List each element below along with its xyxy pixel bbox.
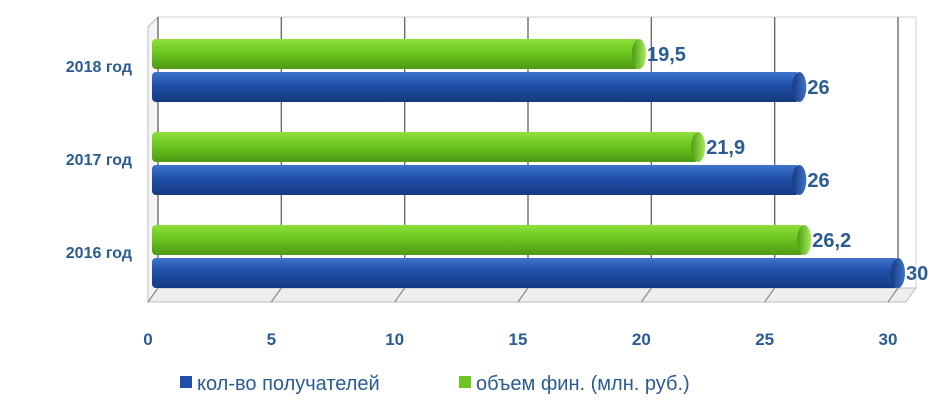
bar-recipients <box>152 258 898 288</box>
x-tick-label: 0 <box>143 330 152 349</box>
floor-gridline <box>394 287 406 303</box>
bar-recipients-cap <box>891 258 905 288</box>
bar-recipients <box>152 72 800 102</box>
category-label: 2018 год <box>66 59 132 76</box>
floor-gridline <box>270 287 282 303</box>
x-tick-label: 30 <box>879 330 898 349</box>
legend-swatch-recipients <box>180 376 192 388</box>
legend-label-recipients: кол-во получателей <box>197 373 380 395</box>
x-tick-label: 20 <box>632 330 651 349</box>
bar-funding <box>152 225 805 255</box>
bar-funding-cap <box>691 132 706 162</box>
floor-gridline <box>887 287 899 303</box>
x-tick-label: 25 <box>755 330 774 349</box>
bars <box>152 39 905 288</box>
bar-recipients-cap <box>792 72 807 102</box>
floor <box>147 287 917 303</box>
floor-gridline <box>517 287 529 303</box>
data-labels: 19,5 26 21,9 26 26,2 30 <box>647 44 928 285</box>
bar-funding-cap <box>797 225 812 255</box>
x-tick-label: 10 <box>385 330 404 349</box>
bar-funding <box>152 39 639 69</box>
legend-label-funding: объем фин. (млн. руб.) <box>476 373 690 395</box>
data-label: 26 <box>807 77 829 99</box>
floor-gridline <box>640 287 652 303</box>
x-tick-label: 5 <box>267 330 276 349</box>
data-label: 26,2 <box>812 230 851 252</box>
data-label: 26 <box>807 170 829 192</box>
data-label: 21,9 <box>706 137 745 159</box>
bar-funding <box>152 132 699 162</box>
x-axis-ticks: 0 5 10 15 20 25 30 <box>143 330 897 349</box>
x-tick-label: 15 <box>509 330 528 349</box>
floor-gridline <box>147 287 159 303</box>
category-label: 2016 год <box>66 245 132 262</box>
floor-gridline <box>764 287 776 303</box>
legend-swatch-funding <box>459 376 471 388</box>
bar-recipients-cap <box>792 165 807 195</box>
data-label: 30 <box>906 263 928 285</box>
category-label: 2017 год <box>66 152 132 169</box>
data-label: 19,5 <box>647 44 686 66</box>
category-labels: 2018 год 2017 год 2016 год <box>66 59 132 262</box>
bar-recipients <box>152 165 800 195</box>
bar-funding-cap <box>632 39 646 69</box>
legend: кол-во получателей объем фин. (млн. руб.… <box>180 373 690 395</box>
